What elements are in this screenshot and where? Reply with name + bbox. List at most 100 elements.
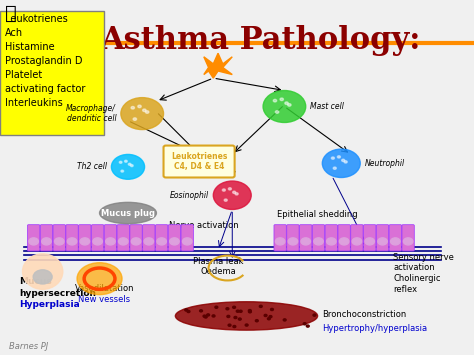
Circle shape: [67, 238, 77, 245]
Circle shape: [313, 314, 316, 316]
Ellipse shape: [77, 263, 122, 295]
Circle shape: [111, 154, 145, 179]
FancyBboxPatch shape: [389, 225, 401, 251]
Circle shape: [331, 157, 335, 159]
Text: Hypertrophy/hyperplasia: Hypertrophy/hyperplasia: [322, 324, 428, 333]
Text: Cholinergic
reflex: Cholinergic reflex: [393, 274, 441, 294]
Circle shape: [239, 310, 242, 312]
FancyBboxPatch shape: [312, 225, 325, 251]
Circle shape: [301, 238, 310, 245]
Circle shape: [233, 326, 236, 328]
FancyBboxPatch shape: [155, 225, 168, 251]
Circle shape: [29, 238, 38, 245]
FancyBboxPatch shape: [402, 225, 414, 251]
Circle shape: [275, 111, 279, 113]
Circle shape: [333, 167, 336, 169]
Circle shape: [245, 324, 248, 326]
Circle shape: [130, 165, 133, 166]
Circle shape: [283, 319, 286, 321]
Text: Th2 cell: Th2 cell: [77, 162, 107, 171]
Text: Mucus
hypersecretion: Mucus hypersecretion: [19, 277, 96, 298]
Text: Bronchoconstriction: Bronchoconstriction: [322, 310, 407, 319]
Circle shape: [314, 238, 323, 245]
Circle shape: [121, 98, 164, 130]
Circle shape: [213, 181, 251, 209]
Circle shape: [131, 106, 135, 109]
Circle shape: [342, 159, 345, 162]
FancyBboxPatch shape: [168, 225, 181, 251]
Circle shape: [146, 111, 149, 113]
Text: Epithelial shedding: Epithelial shedding: [277, 210, 358, 219]
Circle shape: [303, 323, 306, 325]
Circle shape: [271, 308, 273, 311]
Circle shape: [80, 238, 90, 245]
Circle shape: [248, 310, 251, 312]
Circle shape: [238, 318, 241, 320]
Circle shape: [144, 238, 154, 245]
Circle shape: [200, 310, 202, 312]
Circle shape: [403, 238, 413, 245]
Circle shape: [233, 191, 236, 193]
Circle shape: [378, 238, 387, 245]
Circle shape: [118, 238, 128, 245]
Circle shape: [138, 105, 141, 108]
Circle shape: [234, 316, 237, 318]
FancyBboxPatch shape: [40, 225, 53, 251]
Circle shape: [237, 310, 239, 312]
Text: Macrophage/
dendritic cell: Macrophage/ dendritic cell: [66, 104, 116, 123]
Circle shape: [391, 238, 400, 245]
Circle shape: [212, 315, 215, 317]
Circle shape: [273, 99, 277, 102]
Circle shape: [255, 320, 258, 322]
Circle shape: [263, 91, 306, 122]
Circle shape: [203, 315, 206, 317]
FancyBboxPatch shape: [274, 225, 286, 251]
FancyBboxPatch shape: [53, 225, 65, 251]
Text: Mucus plug: Mucus plug: [101, 208, 155, 218]
Circle shape: [280, 98, 283, 100]
Circle shape: [285, 102, 288, 104]
Text: 🔥: 🔥: [5, 4, 17, 23]
Text: New vessels: New vessels: [78, 295, 130, 304]
Ellipse shape: [100, 202, 156, 224]
Circle shape: [344, 161, 347, 163]
Circle shape: [226, 308, 229, 310]
Text: Leukotrienes
Ach
Histamine
Prostaglandin D
Platelet
activating factor
Interleuki: Leukotrienes Ach Histamine Prostaglandin…: [5, 14, 85, 108]
Circle shape: [125, 160, 127, 162]
Text: Eosinophil: Eosinophil: [169, 191, 209, 200]
Circle shape: [106, 238, 115, 245]
Circle shape: [259, 305, 262, 307]
Circle shape: [264, 315, 267, 317]
Circle shape: [185, 309, 188, 311]
Text: Plasma leak
Oedema: Plasma leak Oedema: [193, 257, 243, 276]
Circle shape: [235, 193, 238, 195]
FancyBboxPatch shape: [104, 225, 117, 251]
Text: Nerve activation: Nerve activation: [169, 221, 238, 230]
FancyBboxPatch shape: [91, 225, 104, 251]
Circle shape: [322, 149, 360, 178]
FancyBboxPatch shape: [376, 225, 389, 251]
Circle shape: [204, 316, 207, 318]
Text: Leukotrienes
C4, D4 & E4: Leukotrienes C4, D4 & E4: [171, 152, 227, 171]
Circle shape: [187, 310, 190, 312]
Circle shape: [222, 189, 226, 191]
FancyBboxPatch shape: [181, 225, 193, 251]
Ellipse shape: [33, 270, 52, 284]
Circle shape: [337, 156, 340, 158]
Text: Hyperplasia: Hyperplasia: [19, 300, 80, 309]
Circle shape: [233, 306, 236, 308]
Circle shape: [119, 161, 122, 163]
FancyBboxPatch shape: [0, 11, 104, 135]
Circle shape: [248, 311, 251, 313]
Circle shape: [269, 316, 272, 318]
FancyBboxPatch shape: [338, 225, 350, 251]
Circle shape: [121, 170, 124, 172]
FancyBboxPatch shape: [164, 146, 235, 178]
Circle shape: [306, 325, 309, 327]
Circle shape: [288, 238, 298, 245]
FancyBboxPatch shape: [351, 225, 363, 251]
FancyBboxPatch shape: [130, 225, 142, 251]
Text: Mast cell: Mast cell: [310, 102, 344, 111]
Circle shape: [228, 324, 231, 326]
Circle shape: [128, 163, 131, 165]
